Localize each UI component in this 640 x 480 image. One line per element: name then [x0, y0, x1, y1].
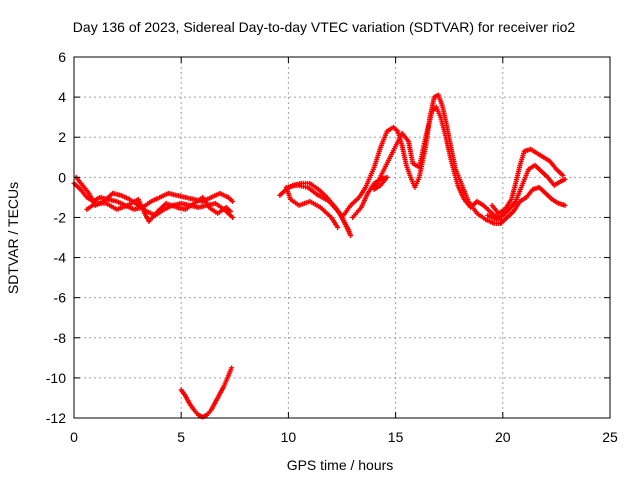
x-tick-label: 5	[177, 429, 185, 445]
x-tick-label: 25	[602, 429, 618, 445]
x-tick-label: 15	[388, 429, 404, 445]
y-tick-label: -6	[54, 290, 67, 306]
data-point	[228, 208, 234, 214]
y-tick-label: -12	[46, 410, 66, 426]
y-axis-label: SDTVAR / TECUs	[5, 182, 21, 294]
data-point	[230, 198, 236, 204]
y-tick-label: -10	[46, 370, 66, 386]
y-tick-label: 2	[58, 129, 66, 145]
data-point	[562, 202, 568, 208]
grid	[74, 57, 610, 418]
data-point	[562, 176, 568, 182]
data-points	[71, 92, 568, 420]
x-tick-label: 10	[281, 429, 297, 445]
data-point	[229, 365, 235, 371]
axis-ticks: 0 5 10 15 20 25 -12 -10 -8 -6 -4 -2 0 2 4 6	[46, 49, 618, 445]
data-point	[560, 172, 566, 178]
y-tick-label: -2	[54, 209, 67, 225]
x-tick-label: 0	[70, 429, 78, 445]
x-tick-label: 20	[495, 429, 511, 445]
chart-title: Day 136 of 2023, Sidereal Day-to-day VTE…	[73, 19, 576, 35]
y-tick-label: 4	[58, 89, 66, 105]
y-tick-label: 0	[58, 169, 66, 185]
data-point	[335, 224, 341, 230]
y-tick-label: -4	[54, 250, 67, 266]
y-tick-label: -8	[54, 330, 67, 346]
x-axis-label: GPS time / hours	[287, 457, 394, 473]
plot-frame	[73, 56, 611, 419]
y-tick-label: 6	[58, 49, 66, 65]
data-point	[230, 214, 236, 220]
